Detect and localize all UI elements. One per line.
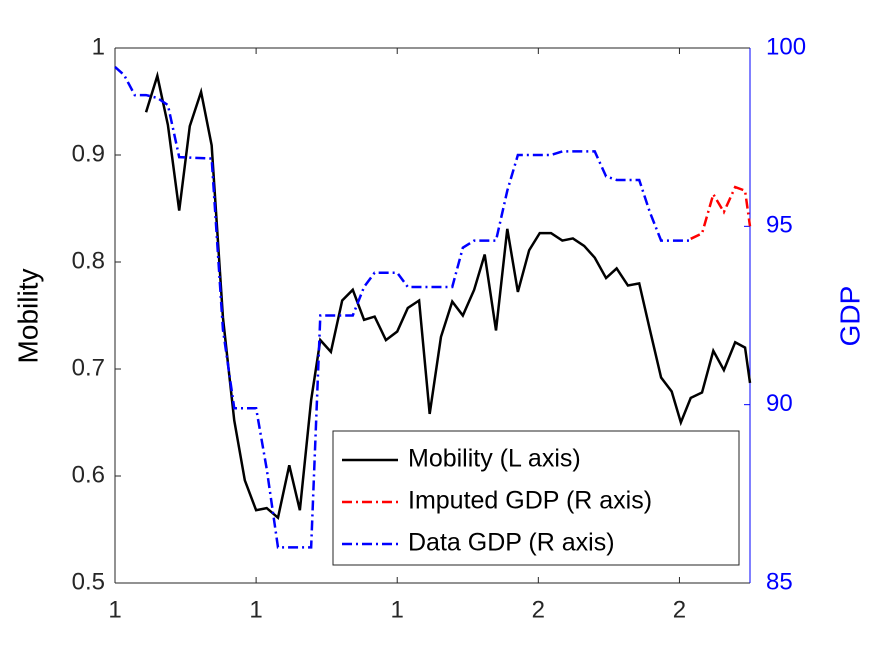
y-tick-label: 1: [92, 33, 105, 60]
legend-label: Imputed GDP (R axis): [408, 487, 652, 515]
y2-tick-label: 95: [766, 212, 793, 239]
y2-tick-label: 90: [766, 390, 793, 417]
x-tick-label: 2: [532, 596, 545, 623]
series-line: [114, 65, 691, 549]
x-tick-label: 1: [391, 596, 404, 623]
y-tick-label: 0.5: [72, 568, 105, 595]
y-tick-label: 0.9: [72, 140, 105, 167]
y-tick-label: 0.6: [72, 461, 105, 488]
legend-label: Data GDP (R axis): [408, 529, 615, 557]
x-tick-label: 1: [108, 596, 121, 623]
series-line: [144, 70, 752, 521]
legend-box: [332, 430, 740, 566]
series-line: [690, 185, 752, 240]
legend-label: Mobility (L axis): [408, 445, 581, 473]
y2-axis-label: GDP: [834, 286, 865, 347]
y-axis-label: Mobility: [12, 269, 43, 364]
y-tick-label: 0.8: [72, 247, 105, 274]
x-tick-label: 2: [673, 596, 686, 623]
y2-tick-label: 100: [766, 33, 806, 60]
y-tick-label: 0.7: [72, 354, 105, 381]
x-tick-label: 1: [249, 596, 262, 623]
y2-tick-label: 85: [766, 568, 793, 595]
